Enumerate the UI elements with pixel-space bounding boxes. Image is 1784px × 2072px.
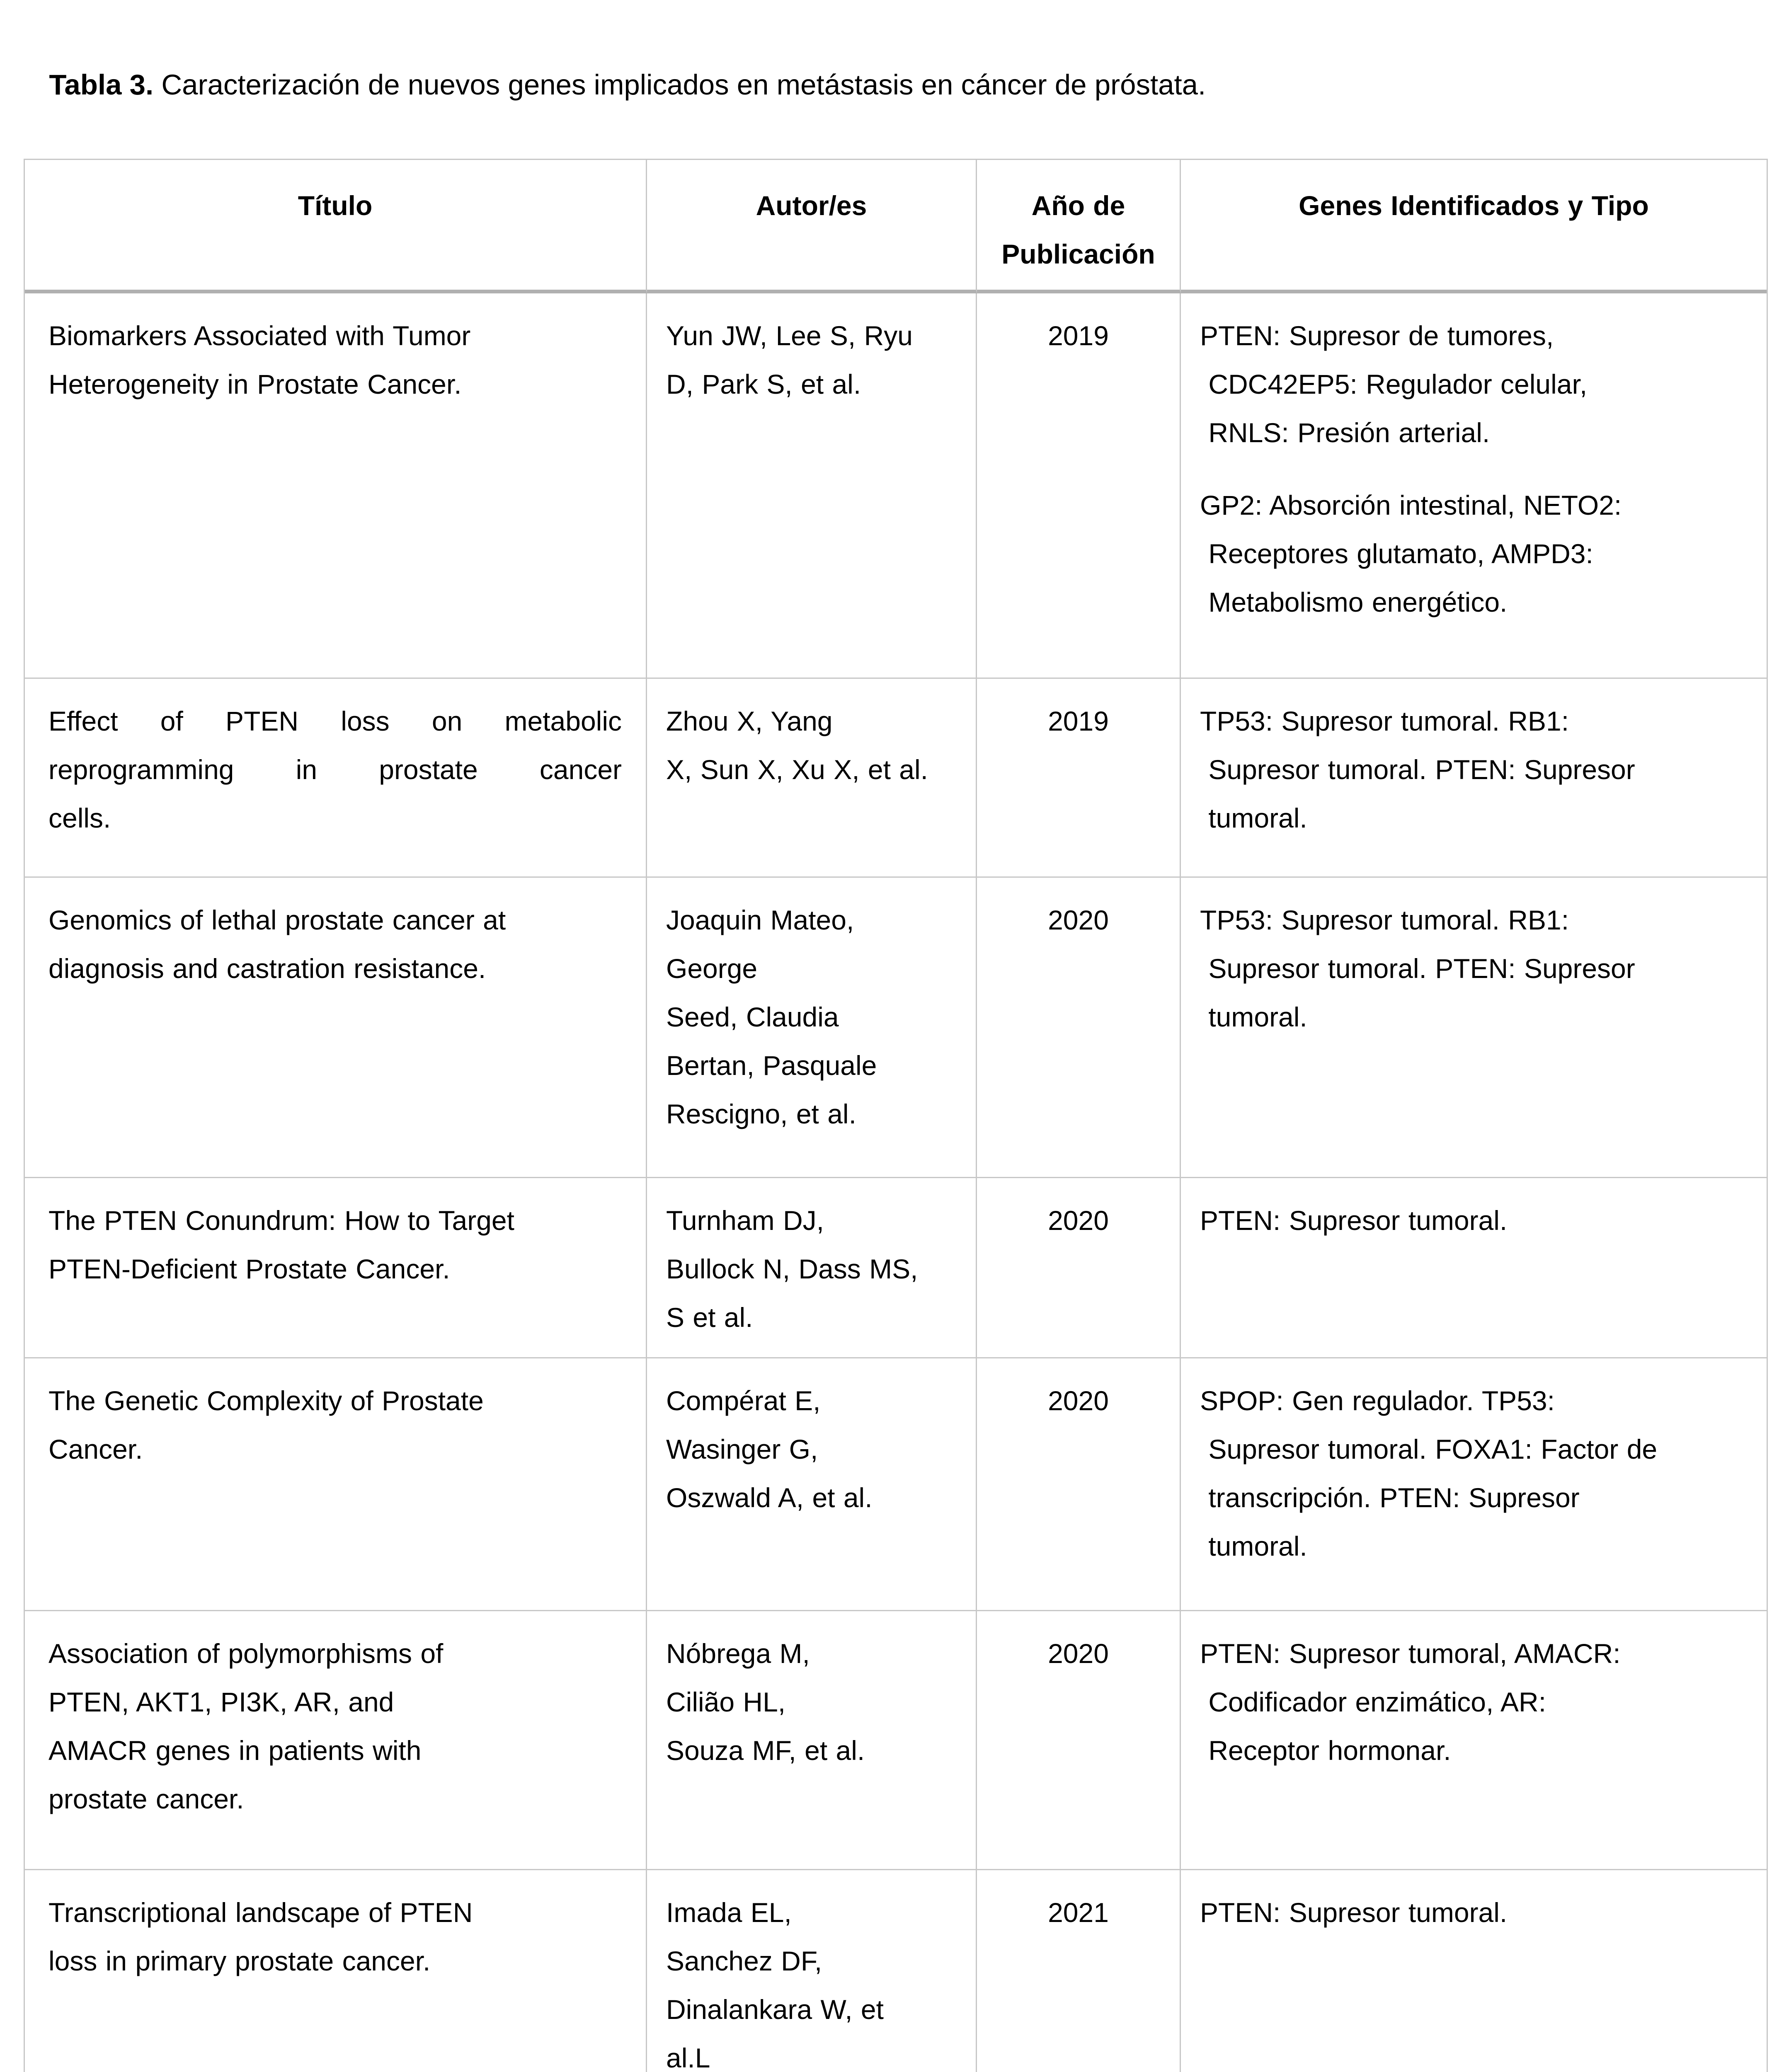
cell-anio: 2019 [977,293,1181,679]
cell-anio: 2020 [977,1358,1181,1611]
paper-authors: Turnham DJ, Bullock N, Dass MS, S et al. [666,1205,918,1333]
table-row: Association of polymorphisms of PTEN, AK… [25,1611,1767,1870]
cell-anio: 2019 [977,679,1181,878]
paper-title: Association of polymorphisms of PTEN, AK… [48,1638,444,1814]
paper-authors: Nóbrega M, Cilião HL, Souza MF, et al. [666,1638,865,1766]
genes-text: AR: Receptor hormonal, TP53: Supresor tu… [1200,2060,1752,2072]
table-row: Biomarkers Associated with Tumor Heterog… [25,293,1767,679]
column-header-genes-label: Genes Identificados y Tipo [1299,190,1649,221]
cell-genes: AR: Receptor hormonal, TP53: Supresor tu… [1181,2042,1767,2072]
publication-year: 2022 [977,2060,1180,2072]
cell-titulo: Biomarkers Associated with Tumor Heterog… [25,293,647,679]
column-header-autores: Autor/es [647,160,977,293]
cell-titulo: Molecular Landscape of LncRNAs in Prosta… [25,2042,647,2072]
cell-anio: 2020 [977,1178,1181,1358]
table-row: The Genetic Complexity of Prostate Cance… [25,1358,1767,1611]
paper-authors: Compérat E, Wasinger G, Oszwald A, et al… [666,1385,873,1513]
column-header-titulo-label: Título [298,190,373,221]
genes-paragraph: PTEN: Supresor de tumores, CDC42EP5: Reg… [1200,320,1588,448]
cell-titulo: The Genetic Complexity of Prostate Cance… [25,1358,647,1611]
page-title: Tabla 3. Caracterización de nuevos genes… [33,29,1753,103]
genes-table: Título Autor/es Año de Publicación Genes… [24,159,1768,2072]
page-title-text: Caracterización de nuevos genes implicad… [153,68,1206,101]
paper-authors: Yun JW, Lee S, Ryu D, Park S, et al. [666,320,913,399]
column-header-anio: Año de Publicación [977,160,1181,293]
genes-text: PTEN: Supresor tumoral. [1200,1888,1752,1937]
genes-text: TP53: Supresor tumoral. RB1: Supresor tu… [1200,697,1752,842]
table-header-row: Título Autor/es Año de Publicación Genes… [25,160,1767,293]
page-title-label: Tabla 3. [49,68,154,101]
paper-title: Effect of PTEN loss on metabolic reprogr… [48,706,622,833]
genes-paragraph: PTEN: Supresor tumoral. [1200,1897,1508,1928]
genes-text: SPOP: Gen regulador. TP53: Supresor tumo… [1200,1377,1752,1571]
paper-title: Biomarkers Associated with Tumor Heterog… [48,320,471,399]
cell-genes: SPOP: Gen regulador. TP53: Supresor tumo… [1181,1358,1767,1611]
cell-genes: PTEN: Supresor tumoral. [1181,1870,1767,2072]
genes-text: TP53: Supresor tumoral. RB1: Supresor tu… [1200,896,1752,1041]
paper-title: Molecular Landscape of LncRNAs in Prosta… [48,2060,622,2072]
cell-titulo: Association of polymorphisms of PTEN, AK… [25,1611,647,1870]
column-header-titulo: Título [25,160,647,293]
publication-year: 2019 [1048,320,1109,351]
cell-anio: 2022 [977,2042,1181,2072]
cell-autores: Compérat E, Wasinger G, Oszwald A, et al… [647,1358,977,1611]
genes-text: PTEN: Supresor de tumores, CDC42EP5: Reg… [1200,312,1752,627]
cell-titulo: The PTEN Conundrum: How to Target PTEN-D… [25,1178,647,1358]
genes-paragraph: PTEN: Supresor tumoral. [1200,1205,1508,1236]
table-row: Transcriptional landscape of PTEN loss i… [25,1870,1767,2072]
table-row: Molecular Landscape of LncRNAs in Prosta… [25,2042,1767,2072]
column-header-anio-label: Año de Publicación [1001,190,1155,269]
cell-autores: Yun JW, Lee S, Ryu D, Park S, et al. [647,293,977,679]
publication-year: 2021 [1048,1897,1109,1928]
cell-anio: 2020 [977,1611,1181,1870]
cell-titulo: Transcriptional landscape of PTEN loss i… [25,1870,647,2072]
cell-autores: Zhou X, Yang X, Sun X, Xu X, et al. [647,679,977,878]
genes-paragraph: AR: Receptor hormonal, TP53: Supresor tu… [1200,2060,1752,2072]
paper-title: Genomics of lethal prostate cancer at di… [48,905,506,984]
genes-paragraph: SPOP: Gen regulador. TP53: Supresor tumo… [1200,1385,1658,1561]
table-body: Biomarkers Associated with Tumor Heterog… [25,293,1767,2072]
paper-authors: Zhou X, Yang X, Sun X, Xu X, et al. [666,706,928,785]
cell-autores: Imada EL, Sanchez DF, Dinalankara W, et … [647,1870,977,2072]
paper-title: The PTEN Conundrum: How to Target PTEN-D… [48,1205,514,1284]
publication-year: 2020 [1048,1638,1109,1669]
paper-authors: Joaquin Mateo, George Seed, Claudia Bert… [666,905,877,1129]
cell-titulo: Effect of PTEN loss on metabolic reprogr… [25,679,647,878]
cell-genes: PTEN: Supresor tumoral. [1181,1178,1767,1358]
cell-autores: Turnham DJ, Bullock N, Dass MS, S et al. [647,1178,977,1358]
cell-autores: Nóbrega M, Cilião HL, Souza MF, et al. [647,1611,977,1870]
publication-year: 2020 [1048,1205,1109,1236]
publication-year: 2020 [1048,905,1109,935]
paper-authors: Imada EL, Sanchez DF, Dinalankara W, et … [666,1897,884,2072]
table-row: The PTEN Conundrum: How to Target PTEN-D… [25,1178,1767,1358]
table-row: Genomics of lethal prostate cancer at di… [25,878,1767,1178]
genes-paragraph: PTEN: Supresor tumoral, AMACR: Codificad… [1200,1638,1621,1766]
paper-title: Transcriptional landscape of PTEN loss i… [48,1897,473,1976]
column-header-genes: Genes Identificados y Tipo [1181,160,1767,293]
paper-authors: Mirzaei S, Paskeh MDA, Okina E, et al. [666,2060,972,2072]
cell-autores: Mirzaei S, Paskeh MDA, Okina E, et al. [647,2042,977,2072]
genes-paragraph: TP53: Supresor tumoral. RB1: Supresor tu… [1200,905,1635,1032]
cell-genes: PTEN: Supresor de tumores, CDC42EP5: Reg… [1181,293,1767,679]
cell-autores: Joaquin Mateo, George Seed, Claudia Bert… [647,878,977,1178]
table-row: Effect of PTEN loss on metabolic reprogr… [25,679,1767,878]
cell-anio: 2020 [977,878,1181,1178]
column-header-autores-label: Autor/es [756,190,867,221]
publication-year: 2020 [1048,1385,1109,1416]
genes-text: PTEN: Supresor tumoral. [1200,1196,1752,1245]
cell-genes: PTEN: Supresor tumoral, AMACR: Codificad… [1181,1611,1767,1870]
cell-titulo: Genomics of lethal prostate cancer at di… [25,878,647,1178]
genes-text: PTEN: Supresor tumoral, AMACR: Codificad… [1200,1629,1752,1775]
publication-year: 2019 [1048,706,1109,736]
genes-paragraph: GP2: Absorción intestinal, NETO2: Recept… [1200,490,1622,617]
cell-anio: 2021 [977,1870,1181,2072]
paper-title: The Genetic Complexity of Prostate Cance… [48,1385,484,1464]
cell-genes: TP53: Supresor tumoral. RB1: Supresor tu… [1181,878,1767,1178]
genes-paragraph: TP53: Supresor tumoral. RB1: Supresor tu… [1200,706,1635,833]
cell-genes: TP53: Supresor tumoral. RB1: Supresor tu… [1181,679,1767,878]
